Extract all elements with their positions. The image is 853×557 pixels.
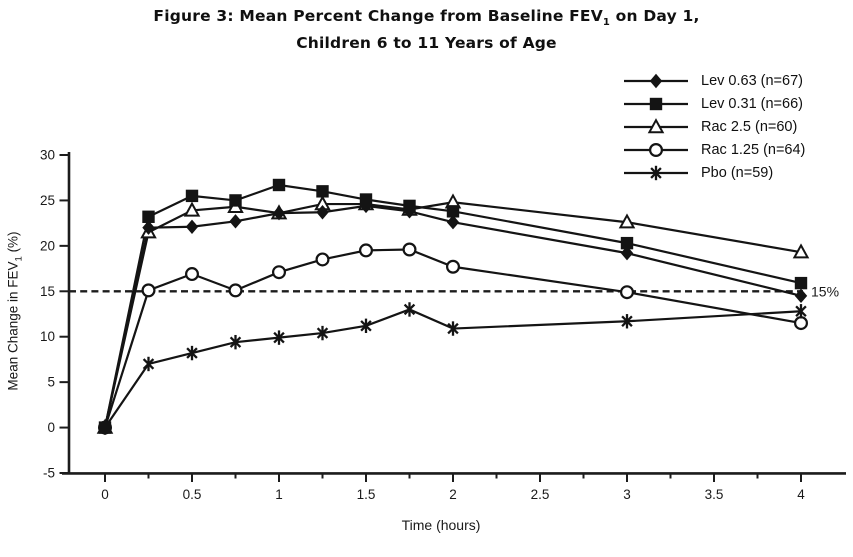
svg-text:4: 4 — [797, 487, 805, 502]
svg-text:3: 3 — [623, 487, 631, 502]
svg-text:5: 5 — [47, 375, 55, 390]
legend-label: Lev 0.63 (n=67) — [701, 72, 803, 89]
legend-item-rac125: Rac 1.25 (n=64) — [622, 138, 805, 161]
reference-line-label: 15% — [811, 283, 839, 299]
series-markers-lev-0-31 — [98, 178, 808, 434]
svg-text:30: 30 — [40, 148, 55, 163]
reference-line-15pct: 15% — [69, 283, 839, 299]
x-axis-ticks: 0 0.5 1 1.5 2 2.5 3 3.5 4 — [101, 473, 805, 502]
legend-item-lev063: Lev 0.63 (n=67) — [622, 69, 805, 92]
svg-text:1.5: 1.5 — [357, 487, 376, 502]
legend-label: Rac 1.25 (n=64) — [701, 141, 806, 158]
svg-text:2: 2 — [449, 487, 457, 502]
y-axis-label: Mean Change in FEV1 (%) — [5, 231, 25, 391]
svg-text:3.5: 3.5 — [705, 487, 724, 502]
series-markers-pbo — [99, 302, 807, 435]
svg-text:0: 0 — [47, 420, 55, 435]
legend-label: Rac 2.5 (n=60) — [701, 118, 798, 135]
legend-label: Pbo (n=59) — [701, 164, 774, 181]
svg-text:20: 20 — [40, 238, 55, 253]
svg-text:-5: -5 — [43, 466, 55, 481]
svg-text:0: 0 — [101, 487, 109, 502]
lev031-square-marker-icon — [624, 97, 688, 110]
legend-label: Lev 0.31 (n=66) — [701, 95, 803, 112]
y-axis-ticks: 30 25 20 15 10 5 0 -5 — [40, 148, 69, 481]
svg-text:0.5: 0.5 — [183, 487, 202, 502]
chart-title-line2: Children 6 to 11 Years of Age — [296, 34, 557, 53]
legend-item-pbo: Pbo (n=59) — [622, 161, 805, 184]
series-markers-rac-2-5 — [96, 193, 810, 434]
svg-text:1: 1 — [275, 487, 283, 502]
legend-item-rac25: Rac 2.5 (n=60) — [622, 115, 805, 138]
pbo-asterisk-marker-icon — [624, 165, 688, 180]
svg-text:25: 25 — [40, 193, 55, 208]
chart-title-line1: Figure 3: Mean Percent Change from Basel… — [153, 7, 700, 29]
legend: Lev 0.63 (n=67) Lev 0.31 (n=66) Rac 2.5 … — [622, 69, 805, 184]
legend-item-lev031: Lev 0.31 (n=66) — [622, 92, 805, 115]
chart-title: Figure 3: Mean Percent Change from Basel… — [0, 6, 853, 54]
x-axis-label: Time (hours) — [401, 517, 481, 533]
series-line-rac-2-5 — [103, 201, 802, 428]
rac25-triangle-marker-icon — [624, 117, 688, 133]
svg-text:15: 15 — [40, 284, 55, 299]
lev063-diamond-marker-icon — [624, 73, 688, 88]
svg-text:2.5: 2.5 — [531, 487, 550, 502]
series-line-rac-1-25 — [103, 248, 802, 428]
svg-text:10: 10 — [40, 329, 55, 344]
rac125-circle-marker-icon — [624, 142, 688, 157]
